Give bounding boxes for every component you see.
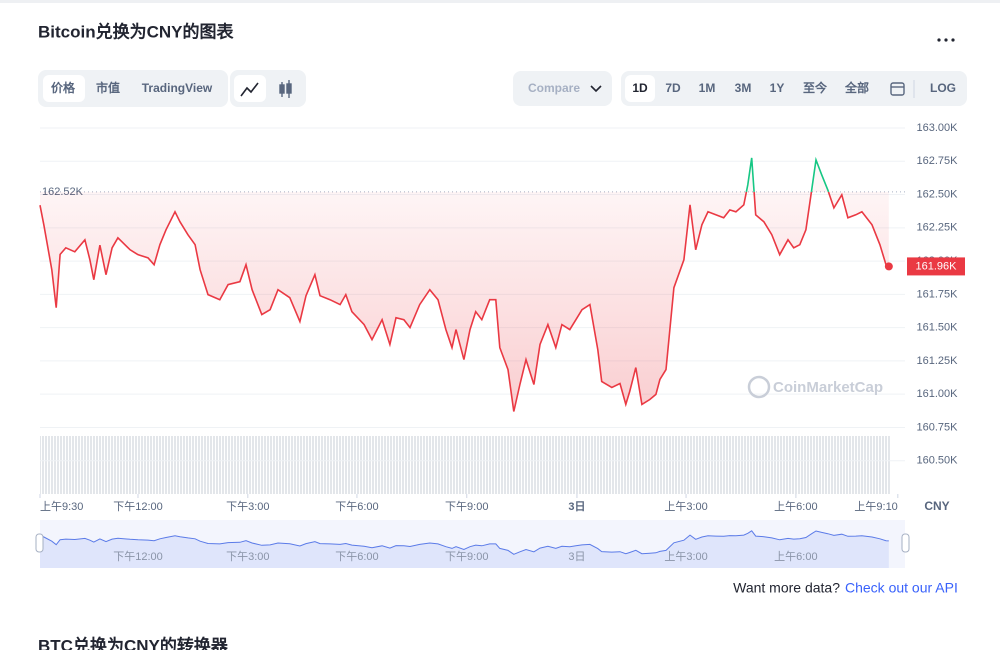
y-tick-label: 161.75K — [917, 288, 959, 300]
view-button[interactable]: 价格 — [51, 80, 76, 95]
current-price-box — [907, 257, 965, 276]
title: Bitcoin兑换为CNY的图表 — [38, 21, 234, 41]
range-button[interactable]: 1D — [632, 81, 648, 95]
watermark: CoinMarketCap — [773, 379, 883, 396]
area — [40, 157, 889, 412]
volume-bars — [40, 436, 890, 494]
navigator-tick-label: 3日 — [568, 551, 585, 563]
x-tick-label: 下午12:00 — [113, 500, 163, 513]
api-link[interactable]: Check out our API — [845, 580, 958, 596]
view-button[interactable]: TradingView — [142, 81, 213, 95]
navigator-tick-label: 下午6:00 — [335, 550, 378, 563]
navigator-tick-label: 上午6:00 — [774, 550, 817, 563]
active-view — [43, 75, 85, 102]
view-button[interactable]: 市值 — [96, 80, 120, 95]
chart: 163.00K162.75K162.50K162.25K162.00K161.7… — [39, 122, 965, 513]
x-tick-label: 上午3:00 — [664, 500, 707, 513]
last-point — [884, 262, 893, 271]
line-icon — [240, 82, 259, 97]
y-tick-label: 163.00K — [917, 122, 959, 134]
compare-label: Compare — [528, 81, 580, 95]
navigator-handle[interactable] — [35, 533, 44, 553]
y-tick-label: 161.50K — [917, 322, 959, 334]
compare-box[interactable] — [513, 71, 612, 106]
navigator-tick-label: 下午3:00 — [226, 550, 269, 563]
range-button[interactable]: 3M — [735, 81, 752, 95]
range-button[interactable]: 1Y — [770, 81, 785, 95]
current-price-label: 161.96K — [916, 260, 958, 272]
x-tick-label: 下午6:00 — [335, 500, 378, 513]
range-button[interactable]: 7D — [665, 81, 681, 95]
navigator-tick-label: 下午9:00 — [445, 550, 488, 563]
y-tick-label: 160.75K — [917, 421, 959, 433]
navigator-tick-label: 下午12:00 — [113, 550, 163, 563]
range-button[interactable]: 1M — [699, 81, 716, 95]
currency-label: CNY — [924, 499, 949, 513]
view-group — [38, 70, 228, 107]
x-tick-label: 下午3:00 — [226, 500, 269, 513]
watermark-logo — [747, 375, 771, 399]
price-line — [39, 191, 890, 412]
y-tick-label: 161.25K — [917, 355, 959, 367]
active-range — [625, 75, 655, 102]
navigator-tick-label: 上午3:00 — [664, 550, 707, 563]
navigator-line — [39, 530, 889, 555]
more-menu[interactable] — [937, 38, 955, 42]
y-tick-label: 162.75K — [917, 155, 959, 167]
candle-icon[interactable] — [279, 80, 292, 98]
calendar-icon[interactable] — [890, 82, 905, 96]
range-group — [621, 71, 967, 106]
x-tick-label: 上午9:10 — [854, 500, 897, 513]
line-type-button[interactable] — [234, 75, 266, 102]
range-button[interactable]: 至今 — [803, 80, 828, 95]
y-tick-label: 161.00K — [917, 388, 959, 400]
x-tick-label: 上午9:30 — [40, 500, 83, 513]
x-tick-label: 下午9:00 — [445, 500, 488, 513]
y-tick-label: 160.50K — [917, 455, 959, 467]
top-bar — [0, 0, 1000, 3]
y-tick-label: 162.25K — [917, 222, 959, 234]
section-title: BTC兑换为CNY的转换器 — [38, 635, 229, 650]
x-tick-label: 3日 — [568, 500, 585, 513]
api-prompt: Want more data? — [733, 580, 840, 596]
log-button[interactable]: LOG — [930, 81, 956, 95]
range-button[interactable]: 全部 — [844, 80, 869, 95]
y-tick-label: 162.50K — [917, 188, 959, 200]
x-tick-label: 上午6:00 — [774, 500, 817, 513]
navigator-handle[interactable] — [901, 533, 910, 553]
dropdown-icon — [590, 85, 602, 93]
